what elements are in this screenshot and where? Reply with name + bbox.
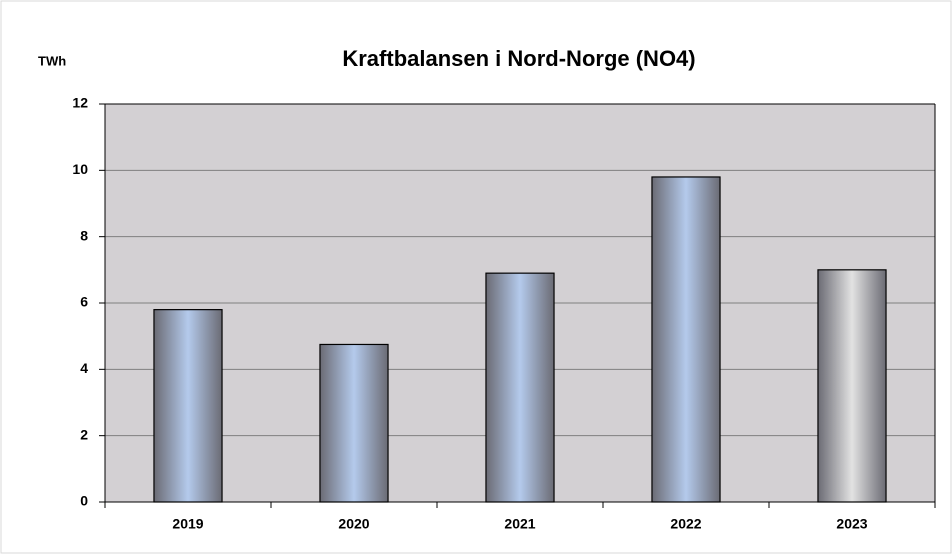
- chart-title: Kraftbalansen i Nord-Norge (NO4): [342, 46, 695, 71]
- x-tick-label: 2021: [504, 516, 535, 532]
- y-unit: TWh: [38, 53, 66, 68]
- y-tick-label: 2: [80, 426, 88, 442]
- bar: [817, 269, 887, 503]
- y-tick-label: 4: [80, 360, 88, 376]
- bar: [485, 272, 555, 503]
- x-tick-label: 2020: [338, 516, 369, 532]
- bar: [319, 343, 389, 503]
- y-tick-label: 12: [72, 95, 88, 111]
- x-tick-label: 2023: [836, 516, 867, 532]
- x-tick-label: 2022: [670, 516, 701, 532]
- x-tick-label: 2019: [172, 516, 203, 532]
- y-tick-label: 6: [80, 294, 88, 310]
- y-tick-label: 10: [72, 161, 88, 177]
- y-tick-label: 8: [80, 227, 88, 243]
- y-tick-label: 0: [80, 493, 88, 509]
- bar: [153, 309, 223, 503]
- bar: [651, 176, 721, 503]
